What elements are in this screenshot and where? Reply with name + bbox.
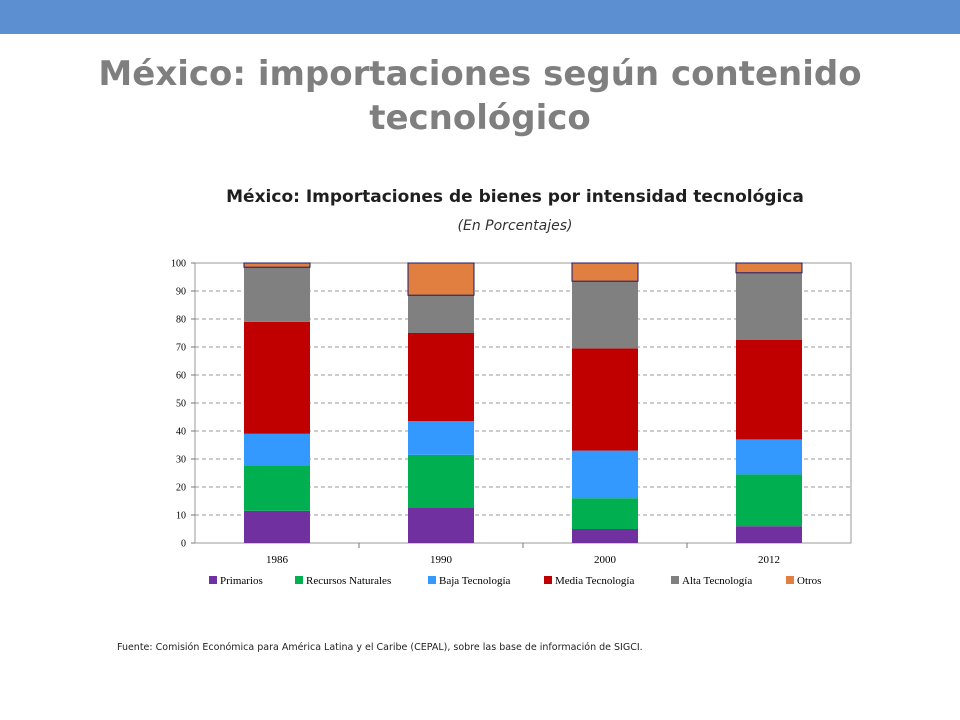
bar-segment [407,262,475,296]
legend-swatch [428,576,436,584]
chart-title: México: Importaciones de bienes por inte… [226,187,804,207]
bar-segment [572,529,638,543]
bar-segment [572,281,638,349]
legend-label: Recursos Naturales [306,575,391,587]
y-tick-label: 90 [176,287,186,298]
y-tick-label: 50 [176,399,186,410]
bar-segment [408,421,474,455]
legend-swatch [671,576,679,584]
y-tick-label: 0 [181,539,186,550]
y-tick-label: 70 [176,343,186,354]
y-tick-label: 30 [176,455,186,466]
legend-label: Media Tecnología [555,575,634,587]
y-tick-label: 100 [171,259,186,270]
x-category-label: 2012 [758,554,780,566]
bar-segment [244,466,310,511]
bar-segment [244,321,310,434]
bar-segment [244,510,310,543]
x-category-label: 1986 [266,554,289,566]
chart-subtitle: (En Porcentajes) [457,218,573,234]
bar-segment [571,262,639,282]
bar-segment [408,508,474,543]
bar-segment [408,333,474,422]
legend-swatch [786,576,794,584]
top-accent-bar [0,0,960,34]
bar-segment [408,454,474,508]
bar-segment [736,474,802,527]
slide-title: México: importaciones según contenido te… [98,54,862,138]
legend-swatch [295,576,303,584]
legend-label: Otros [797,575,821,587]
bar-segment [243,262,311,268]
x-category-label: 2000 [594,554,617,566]
bar-segment [408,295,474,333]
bar-segment [572,498,638,529]
y-tick-label: 20 [176,483,186,494]
y-tick-label: 10 [176,511,186,522]
bar-segment [736,526,802,543]
legend-swatch [209,576,217,584]
x-category-label: 1990 [430,554,453,566]
y-tick-label: 40 [176,427,186,438]
y-tick-label: 60 [176,371,186,382]
legend-label: Alta Tecnología [682,575,752,587]
legend-swatch [544,576,552,584]
bar-segment [735,262,803,274]
bar-segment [736,340,802,440]
bar-segment [572,450,638,499]
bar-segment [244,267,310,322]
legend-label: Primarios [220,575,263,587]
bar-segment [736,439,802,475]
bar-segment [736,272,802,340]
legend-label: Baja Tecnología [439,575,511,587]
y-tick-label: 80 [176,315,186,326]
bar-segment [244,433,310,466]
bar-segment [572,348,638,451]
source-note: Fuente: Comisión Económica para América … [117,642,643,653]
